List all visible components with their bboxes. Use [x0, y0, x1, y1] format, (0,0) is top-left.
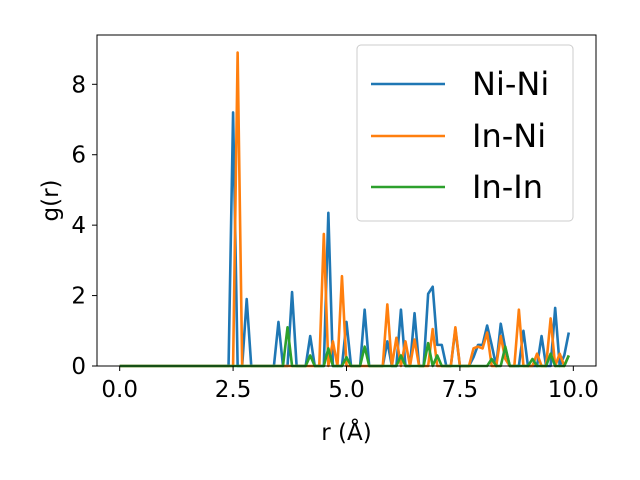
legend-label-in-ni: In-Ni — [472, 117, 546, 155]
legend-label-in-in: In-In — [472, 168, 543, 206]
y-tick-label: 6 — [71, 143, 86, 169]
legend-label-ni-ni: Ni-Ni — [472, 65, 549, 103]
legend-box — [356, 44, 574, 222]
y-tick-label: 0 — [71, 354, 86, 380]
y-tick-label: 2 — [71, 284, 86, 310]
y-tick-label: 8 — [71, 72, 86, 98]
x-tick-label: 5.0 — [328, 377, 365, 403]
y-tick-label: 4 — [71, 213, 86, 239]
x-tick-label: 2.5 — [215, 377, 252, 403]
x-tick-label: 10.0 — [548, 377, 599, 403]
y-axis-ticks: 0 2 4 6 8 — [71, 72, 97, 380]
y-axis-label: g(r) — [38, 179, 64, 221]
x-tick-label: 7.5 — [442, 377, 479, 403]
legend: Ni-Ni In-Ni In-In — [356, 44, 574, 222]
x-tick-label: 0.0 — [101, 377, 138, 403]
series-line-in-ni — [119, 51, 570, 368]
x-axis-ticks: 0.0 2.5 5.0 7.5 10.0 — [101, 366, 599, 403]
x-axis-label: r (Å) — [321, 418, 371, 446]
